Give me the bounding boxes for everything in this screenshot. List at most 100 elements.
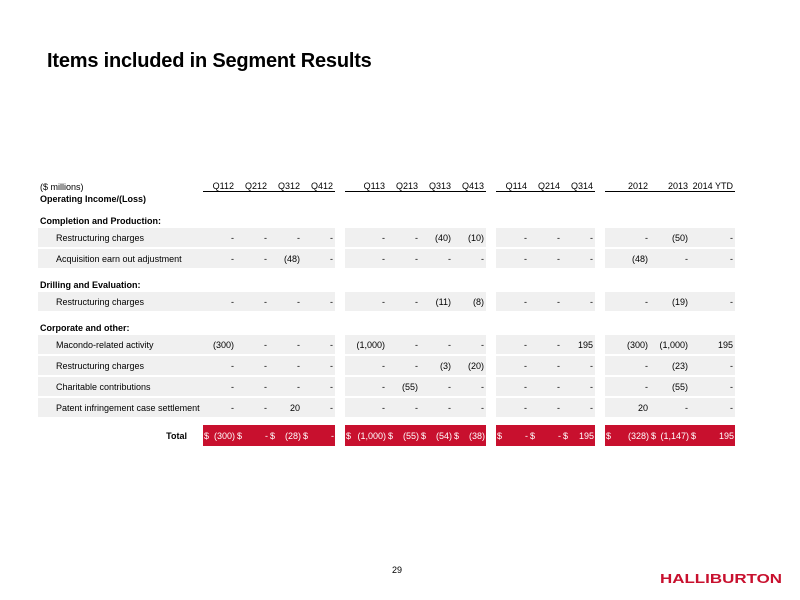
- table-cell: (11): [420, 292, 453, 313]
- table-cell: -: [236, 228, 269, 249]
- total-value: (55): [402, 430, 419, 441]
- table-cell: -: [203, 356, 236, 377]
- column-gap: [595, 249, 605, 270]
- currency-symbol: $: [606, 430, 612, 441]
- table-cell: -: [236, 398, 269, 419]
- table-row: Restructuring charges - - - - - - (11) (8) - - - - (1…: [38, 292, 735, 313]
- table-cell: 20: [269, 398, 302, 419]
- total-value: -: [525, 430, 528, 441]
- total-cell-content: $ (1,000): [346, 431, 386, 441]
- table-cell: -: [496, 356, 529, 377]
- total-cell-content: $ (28): [270, 431, 301, 441]
- table-cell: -: [690, 292, 735, 313]
- table-cell: -: [690, 249, 735, 270]
- table-body: Completion and Production: Restructuring …: [38, 206, 735, 446]
- total-cell: $ -: [496, 425, 529, 446]
- column-header: Q312: [269, 177, 302, 192]
- logo-text: HALLIBURTON: [660, 571, 782, 585]
- table-cell: (48): [605, 249, 650, 270]
- total-cell: $ -: [529, 425, 562, 446]
- column-gap: [486, 425, 496, 446]
- table-cell: -: [529, 228, 562, 249]
- column-header: Q412: [302, 177, 335, 192]
- header-row: ($ millions) Q112 Q212 Q312 Q412 Q113 Q213 Q313…: [38, 177, 735, 192]
- table-cell: -: [302, 228, 335, 249]
- total-cell: $ (1,000): [345, 425, 387, 446]
- table-cell: 20: [605, 398, 650, 419]
- total-value: (328): [627, 430, 649, 441]
- operating-income-label: Operating Income/(Loss): [40, 194, 147, 204]
- column-gap: [595, 398, 605, 419]
- column-gap: [335, 335, 345, 356]
- table-cell: -: [236, 292, 269, 313]
- table-cell: -: [302, 249, 335, 270]
- row-label: Restructuring charges: [38, 228, 203, 249]
- table-cell: -: [562, 356, 595, 377]
- table-cell: -: [453, 335, 486, 356]
- table-row: Patent infringement case settlement - -20-…: [38, 398, 735, 419]
- currency-symbol: $: [563, 430, 569, 441]
- column-gap: [486, 377, 496, 398]
- total-cell: $ (1,147): [650, 425, 690, 446]
- table-cell: -: [345, 292, 387, 313]
- total-value: (1,000): [357, 430, 386, 441]
- table-cell: -: [269, 228, 302, 249]
- segment-results-table: ($ millions) Q112 Q212 Q312 Q412 Q113 Q213 Q313…: [38, 177, 735, 446]
- section-heading: Completion and Production:: [40, 216, 161, 226]
- table-cell: -: [562, 377, 595, 398]
- total-cell: $ (328): [605, 425, 650, 446]
- table-cell: -: [203, 249, 236, 270]
- table-cell: (23): [650, 356, 690, 377]
- table-cell: -: [236, 377, 269, 398]
- column-gap: [486, 249, 496, 270]
- table-row: Restructuring charges - - - - - - (3) (20) - - - - (2…: [38, 356, 735, 377]
- total-cell: $ (54): [420, 425, 453, 446]
- column-header: Q113: [345, 177, 387, 192]
- table-cell: -: [302, 377, 335, 398]
- column-gap: [486, 335, 496, 356]
- currency-symbol: $: [691, 430, 697, 441]
- total-row: Total $ (300) $ - $ (28) $ - $ (1,000) $ (55) $ (54) $(…: [38, 425, 735, 446]
- table-cell: -: [562, 228, 595, 249]
- column-gap: [335, 356, 345, 377]
- total-value: -: [265, 430, 268, 441]
- total-value: (38): [468, 430, 485, 441]
- total-cell-content: $ -: [303, 431, 334, 441]
- table-cell: -: [453, 398, 486, 419]
- halliburton-logo: HALLIBURTON: [660, 571, 782, 585]
- column-gap: [335, 249, 345, 270]
- table-cell: -: [605, 292, 650, 313]
- table-cell: -: [302, 292, 335, 313]
- page-title: Items included in Segment Results: [47, 50, 372, 72]
- section-row: Completion and Production:: [38, 206, 735, 228]
- column-gap: [595, 356, 605, 377]
- column-gap: [335, 292, 345, 313]
- total-label: Total: [166, 430, 187, 441]
- currency-symbol: $: [270, 430, 276, 441]
- row-label: Restructuring charges: [38, 292, 203, 313]
- total-cell: $ (38): [453, 425, 486, 446]
- column-header: 2014 YTD: [690, 177, 735, 192]
- total-cell-content: $ (300): [204, 431, 235, 441]
- total-cell: $195: [562, 425, 595, 446]
- table-cell: -: [302, 398, 335, 419]
- table-cell: -: [387, 398, 420, 419]
- table-cell: -: [650, 398, 690, 419]
- total-value: 195: [718, 430, 734, 441]
- table-cell: (10): [453, 228, 486, 249]
- table-row: Acquisition earn out adjustment - - (48) - - -…: [38, 249, 735, 270]
- table-cell: -: [236, 356, 269, 377]
- units-label: ($ millions): [40, 182, 84, 192]
- table-cell: -: [345, 249, 387, 270]
- currency-symbol: $: [651, 430, 657, 441]
- total-value: (1,147): [660, 430, 689, 441]
- total-cell-content: $195: [563, 431, 594, 441]
- section-row: Corporate and other:: [38, 313, 735, 335]
- table-row: Restructuring charges - - - - - - (40) (10) - - - -(…: [38, 228, 735, 249]
- total-cell: $ -: [302, 425, 335, 446]
- row-label: Restructuring charges: [38, 356, 203, 377]
- table-cell: (40): [420, 228, 453, 249]
- row-label: Charitable contributions: [38, 377, 203, 398]
- table-cell: -: [690, 228, 735, 249]
- column-header: 2013: [650, 177, 690, 192]
